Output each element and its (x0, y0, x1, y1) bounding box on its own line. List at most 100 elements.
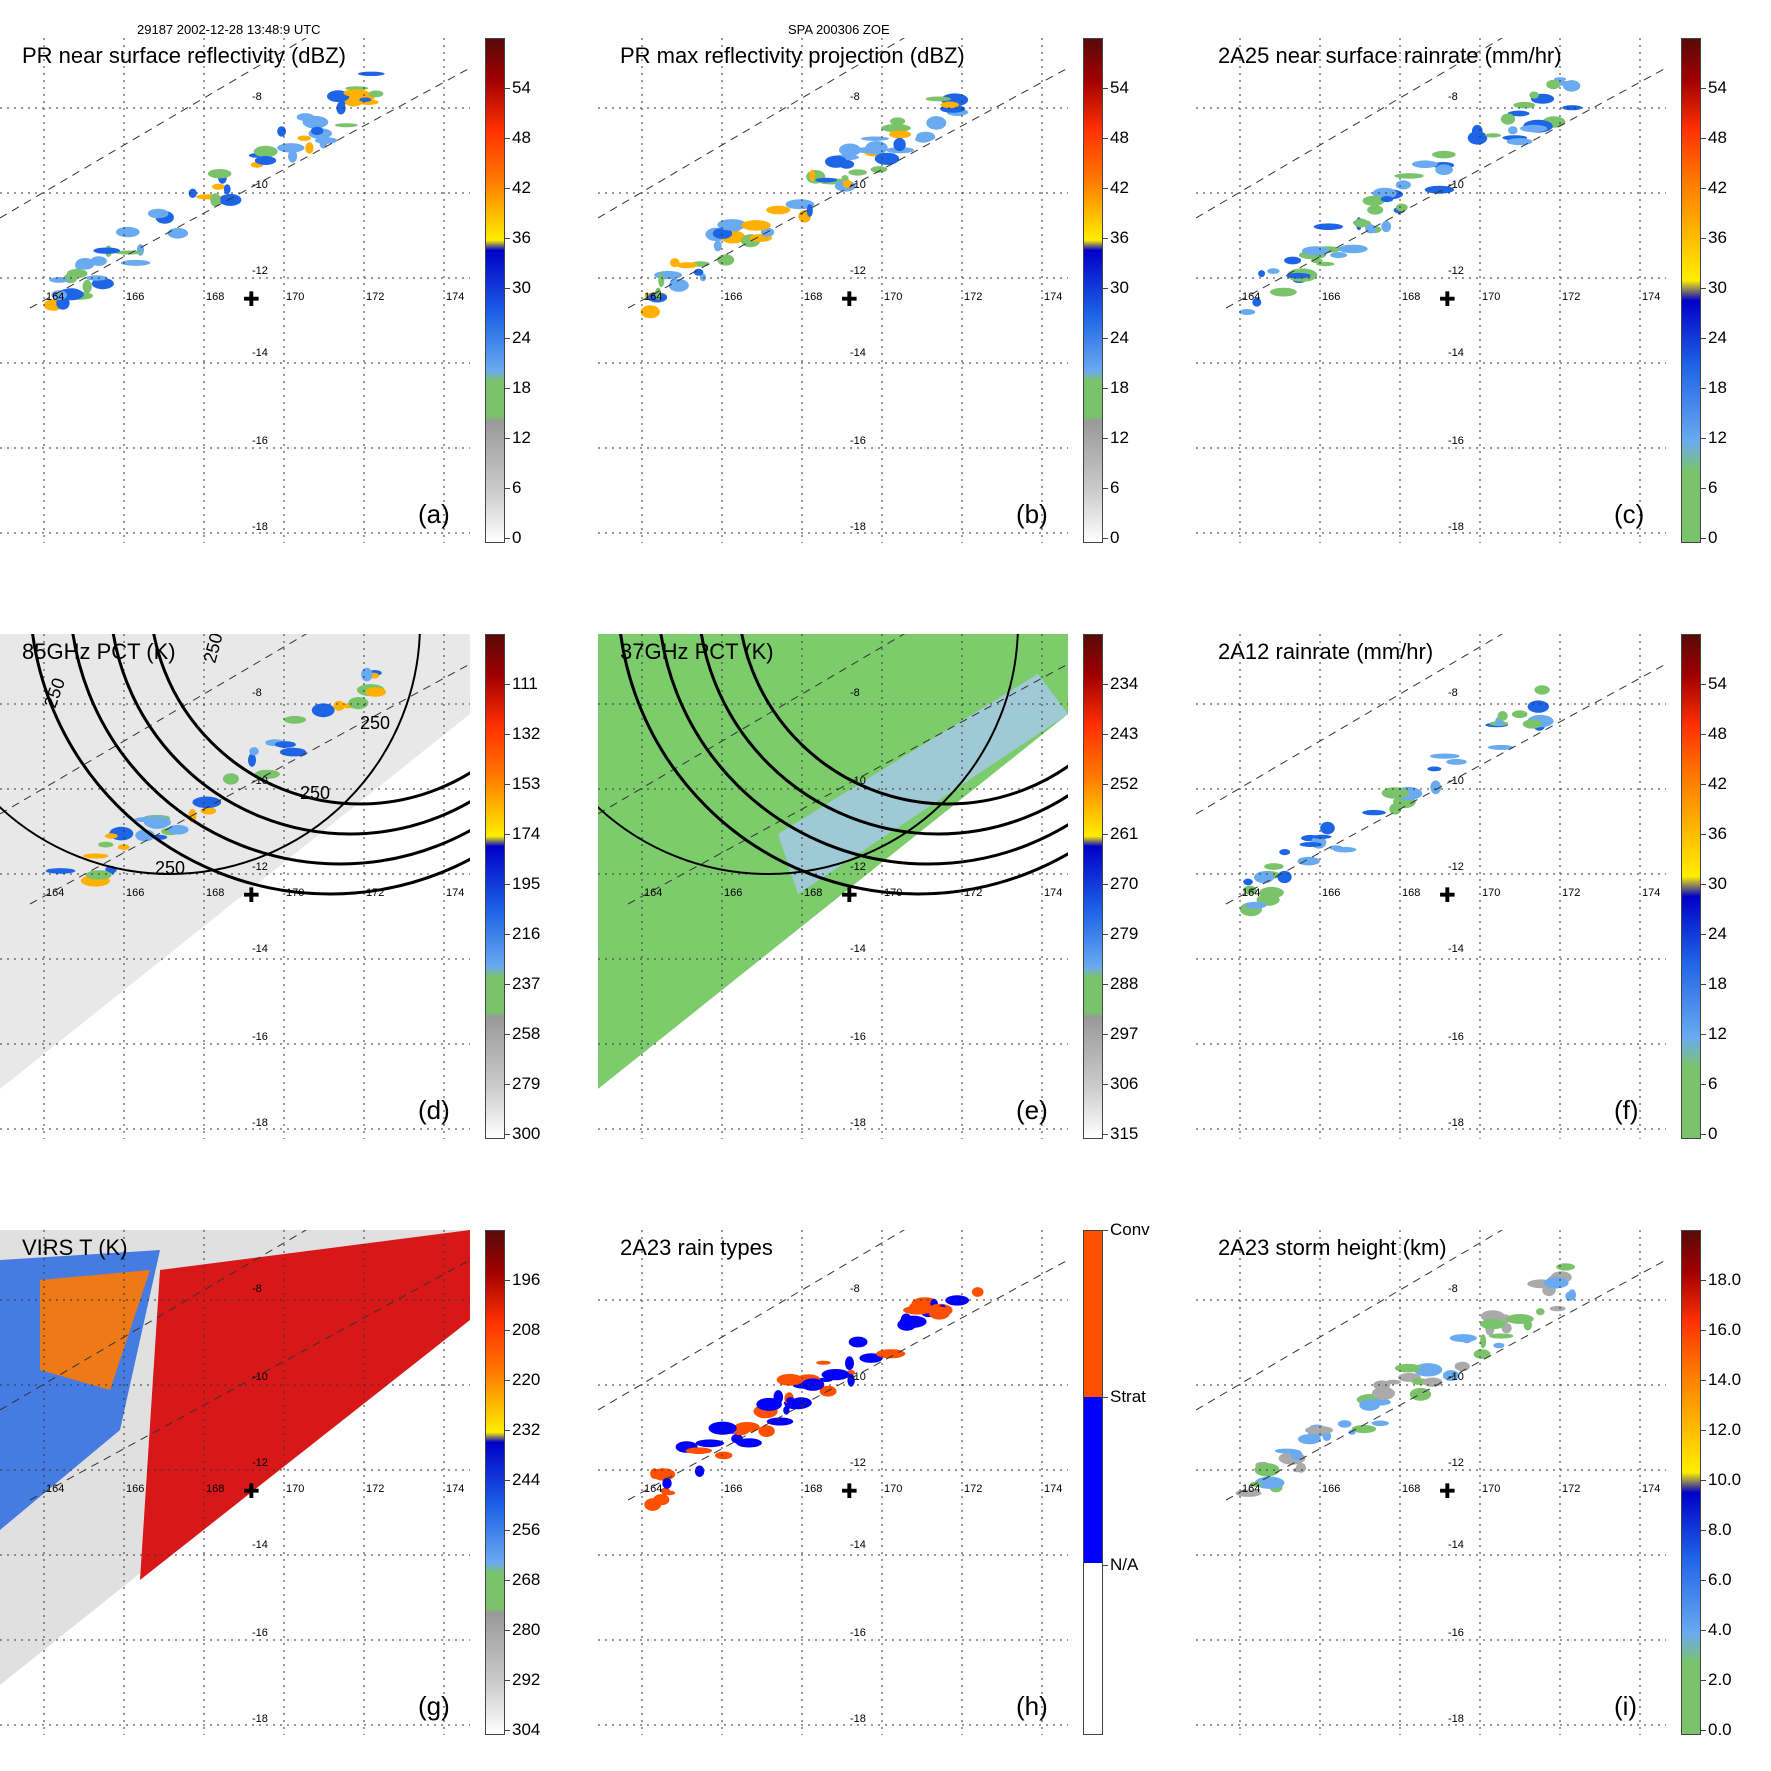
storm-center-cross-icon: ✚ (1439, 287, 1456, 311)
map-a: 164 166 168 170 172 174 -8 -10 -12 -14 -16 -18 ✚ (0, 38, 470, 543)
rain-cell-c (1353, 218, 1369, 228)
colorbar-tick-label: 24 (1110, 328, 1129, 347)
rain-cell-b (806, 204, 813, 217)
rain-cell-d (274, 741, 296, 748)
rain-cell-c (1372, 187, 1397, 200)
storm-center-cross-icon: ✚ (243, 883, 260, 907)
swath-edge-left-d (0, 634, 307, 815)
rain-cell-c (1529, 91, 1539, 99)
lon-tick-label: 166 (724, 887, 742, 899)
lon-tick-label: 168 (206, 291, 224, 303)
map-svg-a: 164 166 168 170 172 174 -8 -10 -12 -14 -16 -18 ✚ (0, 38, 470, 543)
rain-cell-c (1313, 223, 1343, 230)
rain-cell-d (200, 807, 217, 815)
colorbar-tick-mark (1700, 1330, 1706, 1331)
rain-cell-b (874, 152, 900, 165)
colorbar-tick-label: 0 (1708, 1124, 1718, 1143)
rain-cell-a (211, 183, 225, 190)
rain-cell-f (1243, 878, 1253, 886)
colorbar-tick-mark (504, 488, 510, 489)
rain-cell-i (1479, 1318, 1506, 1330)
colorbar-tick-mark (504, 538, 510, 539)
rain-cell-a (49, 277, 69, 283)
colorbar-tick-mark (1102, 684, 1108, 685)
rain-cell-b (717, 254, 735, 266)
panel-title-a: PR near surface reflectivity (dBZ) (22, 43, 346, 68)
colorbar-tick-label: 153 (512, 774, 541, 793)
panel-h: 164 166 168 170 172 174 -8 -10 -12 -14 -16 -18 ✚ 2A2… (598, 1220, 1150, 1735)
colorbar-tick-label: 292 (512, 1670, 541, 1689)
rain-cell-b (655, 287, 662, 300)
colorbar-tick-label: 18 (1708, 378, 1727, 397)
lat-tick-label: -16 (252, 1627, 268, 1639)
colorbar-tick-mark (504, 1530, 510, 1531)
header-orbit-time: 29187 2002-12-28 13:48:9 UTC (137, 22, 321, 37)
colorbar-tick-mark (1102, 934, 1108, 935)
lat-tick-label: -18 (252, 1713, 268, 1725)
rain-cell-f (1446, 758, 1467, 765)
map-svg-h: 164 166 168 170 172 174 -8 -10 -12 -14 -16 -18 ✚ (598, 1230, 1068, 1735)
swath-edge-left-i (1196, 1230, 1503, 1411)
colorbar-tick-label: 6.0 (1708, 1570, 1732, 1589)
colorbar-tick-mark (1102, 1230, 1108, 1231)
lon-tick-label: 172 (1562, 887, 1580, 899)
lat-tick-label: -8 (1448, 687, 1458, 699)
rain-cell-f (1320, 821, 1335, 835)
panel-f: 164 166 168 170 172 174 -8 -10 -12 -14 -16 -18 ✚ 2A1… (1196, 634, 1727, 1143)
panel-label-g: (g) (418, 1691, 450, 1721)
colorbar-tick-label: 6 (1708, 1074, 1718, 1093)
rain-cell-h (695, 1439, 725, 1448)
panel-title-c: 2A25 near surface rainrate (mm/hr) (1218, 43, 1562, 68)
panel-e: 164 166 168 170 172 174 -8 -10 -12 -14 -16 -18 ✚ 37G… (598, 634, 1138, 1143)
lat-tick-label: -14 (252, 347, 268, 359)
rain-cell-h (734, 1422, 760, 1433)
rain-cell-a (334, 123, 358, 128)
rain-cell-f (1381, 787, 1409, 799)
rain-cell-a (345, 86, 369, 91)
rain-cell-b (809, 169, 816, 182)
lat-tick-label: -12 (1448, 861, 1464, 873)
rain-cell-h (816, 1360, 831, 1365)
storm-center-cross-icon: ✚ (243, 287, 260, 311)
swath-edge-left-a (0, 38, 307, 219)
map-c: 164 166 168 170 172 174 -8 -10 -12 -14 -16 -18 ✚ (1196, 38, 1666, 543)
rain-cell-c (1395, 203, 1408, 212)
pct-contour-d (152, 634, 470, 806)
rain-cell-c (1362, 195, 1385, 206)
rain-cell-f (1263, 871, 1270, 880)
colorbar-tick-mark (1102, 784, 1108, 785)
rain-cell-f (1299, 842, 1322, 847)
lat-tick-label: -8 (850, 687, 860, 699)
rain-cell-h (758, 1425, 775, 1437)
swath-edge-right-f (1225, 663, 1666, 905)
swath-edge-left-c (1196, 38, 1503, 219)
colorbar-tick-label: 6 (512, 478, 522, 497)
colorbar-tick-label: 54 (1110, 78, 1129, 97)
colorbar-tick-label: 300 (512, 1124, 541, 1143)
panel-title-i: 2A23 storm height (km) (1218, 1235, 1447, 1260)
rain-cell-d (98, 841, 114, 848)
rain-cell-c (1508, 126, 1518, 135)
rain-cell-h (783, 1406, 790, 1415)
colorbar-tick-mark (1102, 188, 1108, 189)
colorbar-tick-mark (1700, 438, 1706, 439)
colorbar-tick-label: 268 (512, 1570, 541, 1589)
lat-tick-label: -18 (850, 521, 866, 533)
rain-cell-c (1432, 150, 1456, 159)
lat-tick-label: -8 (252, 1283, 262, 1295)
rain-cell-i (1413, 1363, 1443, 1377)
colorbar-tick-label: 252 (1110, 774, 1139, 793)
rain-cell-h (773, 1390, 784, 1404)
colorbar-tick-mark (1102, 88, 1108, 89)
map-g: 164 166 168 170 172 174 -8 -10 -12 -14 -16 -18 ✚ (0, 1230, 470, 1735)
storm-center-cross-icon: ✚ (841, 287, 858, 311)
lat-tick-label: -10 (1448, 1371, 1464, 1383)
rain-cell-c (1424, 185, 1455, 194)
rain-cell-i (1536, 1308, 1545, 1316)
rain-cell-b (766, 205, 791, 215)
lat-tick-label: -12 (252, 1457, 268, 1469)
lon-tick-label: 170 (286, 291, 304, 303)
colorbar-tick-label: 48 (512, 128, 531, 147)
lon-tick-label: 172 (366, 887, 384, 899)
panel-label-f: (f) (1614, 1095, 1639, 1125)
